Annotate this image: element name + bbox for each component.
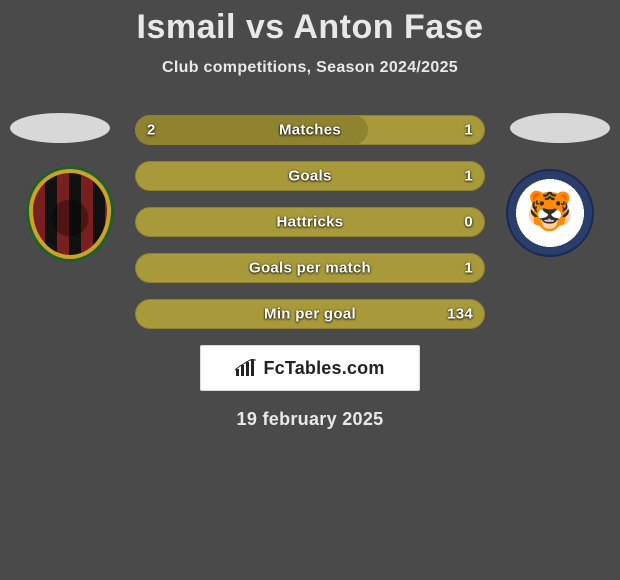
stat-value-right: 134 xyxy=(447,306,473,323)
brand-label: FcTables.com xyxy=(263,358,384,379)
shield-icon xyxy=(29,169,111,259)
stats-bars: Matches 2 1 Goals 1 Hattricks 0 Goals per match… xyxy=(135,115,485,329)
stat-bar: Matches 2 1 xyxy=(135,115,485,145)
stat-value-right: 0 xyxy=(464,214,473,231)
stat-value-right: 1 xyxy=(464,122,473,139)
stat-bar: Goals 1 xyxy=(135,161,485,191)
stat-bar: Min per goal 134 xyxy=(135,299,485,329)
stat-value-right: 1 xyxy=(464,260,473,277)
player-photo-placeholder-left xyxy=(10,113,110,143)
stat-label: Goals per match xyxy=(249,260,371,277)
club-badge-left: ♛ xyxy=(20,163,120,263)
stat-label: Hattricks xyxy=(277,214,344,231)
tiger-icon: 🐯 xyxy=(526,193,573,231)
stat-label: Min per goal xyxy=(264,306,356,323)
player-photo-placeholder-right xyxy=(510,113,610,143)
stat-bar: Goals per match 1 xyxy=(135,253,485,283)
comparison-date: 19 february 2025 xyxy=(0,409,620,430)
comparison-panel: ♛ 🐯 Matches 2 1 Goals 1 Hattricks 0 Goals per m… xyxy=(0,115,620,430)
club-badge-right: 🐯 xyxy=(500,163,600,263)
stat-value-left: 2 xyxy=(147,122,156,139)
stat-label: Goals xyxy=(288,168,331,185)
page-title: Ismail vs Anton Fase xyxy=(0,0,620,47)
brand-badge[interactable]: FcTables.com xyxy=(200,345,420,391)
page-subtitle: Club competitions, Season 2024/2025 xyxy=(0,59,620,77)
ring-badge-icon: 🐯 xyxy=(506,169,594,257)
stat-bar: Hattricks 0 xyxy=(135,207,485,237)
bar-chart-icon xyxy=(235,359,257,377)
stat-value-right: 1 xyxy=(464,168,473,185)
stat-label: Matches xyxy=(279,122,341,139)
